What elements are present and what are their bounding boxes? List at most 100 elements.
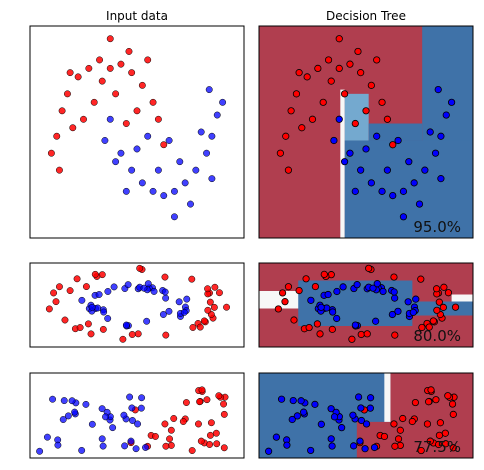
- point-red: [417, 275, 425, 283]
- point-red: [394, 435, 403, 443]
- point-blue: [340, 158, 349, 166]
- point-blue: [361, 445, 369, 453]
- point-blue: [409, 308, 417, 316]
- point-red: [287, 107, 295, 115]
- point-blue: [171, 187, 178, 195]
- point-red: [441, 429, 449, 437]
- point-blue: [421, 166, 429, 174]
- point-red: [220, 400, 228, 408]
- point-red: [311, 282, 320, 291]
- point-blue: [327, 405, 335, 413]
- point-blue: [362, 145, 370, 153]
- point-blue: [121, 442, 129, 450]
- point-blue: [104, 315, 112, 322]
- point-blue: [350, 442, 358, 450]
- region-blue-mid: [368, 123, 423, 141]
- panel-3: [29, 262, 245, 348]
- point-blue: [213, 111, 221, 119]
- point-red: [198, 386, 206, 394]
- point-blue: [329, 308, 337, 316]
- point-blue: [297, 397, 305, 405]
- point-red: [328, 325, 336, 333]
- point-red: [220, 444, 228, 452]
- point-red: [363, 330, 371, 338]
- point-red: [295, 69, 303, 77]
- accuracy-label: 77.5%: [413, 438, 461, 456]
- panel-frame: [258, 262, 474, 348]
- point-red: [444, 289, 453, 297]
- point-red: [302, 275, 310, 283]
- point-blue: [110, 283, 118, 291]
- point-red: [50, 289, 58, 297]
- point-blue: [176, 158, 184, 166]
- point-blue: [98, 435, 106, 443]
- point-red: [45, 305, 53, 313]
- point-blue: [128, 404, 136, 412]
- point-blue: [100, 308, 108, 316]
- point-red: [53, 132, 61, 140]
- panel-frame: [258, 372, 474, 459]
- point-blue: [335, 115, 343, 123]
- point-blue: [205, 86, 213, 94]
- point-blue: [165, 307, 173, 315]
- point-red: [284, 166, 293, 174]
- point-red: [167, 426, 175, 434]
- point-blue: [405, 158, 413, 166]
- point-red: [373, 56, 381, 64]
- point-red: [439, 303, 447, 311]
- point-red: [122, 120, 130, 127]
- point-red: [56, 283, 63, 291]
- point-blue: [117, 149, 125, 157]
- point-blue: [187, 200, 194, 208]
- point-blue: [128, 166, 136, 174]
- point-red: [408, 417, 416, 426]
- point-red: [134, 330, 142, 338]
- point-blue: [328, 442, 336, 450]
- point-red: [161, 420, 169, 428]
- point-red: [389, 141, 397, 149]
- point-blue: [415, 200, 424, 208]
- point-red: [55, 166, 63, 174]
- point-blue: [311, 400, 319, 408]
- point-blue: [389, 192, 397, 200]
- point-red: [61, 316, 69, 324]
- point-blue: [265, 447, 273, 455]
- point-red: [399, 414, 407, 423]
- point-red: [314, 64, 322, 73]
- point-red: [433, 306, 441, 314]
- point-blue: [78, 296, 86, 304]
- point-red: [149, 98, 157, 106]
- point-red: [76, 324, 84, 331]
- point-blue: [431, 149, 440, 157]
- point-red: [112, 90, 120, 98]
- point-blue: [356, 437, 364, 445]
- point-blue: [366, 394, 375, 402]
- panel-title: Decision Tree: [326, 9, 406, 23]
- point-blue: [333, 314, 341, 323]
- point-red: [426, 437, 434, 445]
- point-blue: [412, 295, 420, 303]
- point-blue: [378, 187, 386, 195]
- point-red: [85, 64, 93, 72]
- point-blue: [132, 445, 140, 453]
- point-red: [335, 35, 343, 43]
- point-blue: [142, 444, 149, 451]
- point-blue: [171, 213, 178, 221]
- point-blue: [98, 405, 106, 413]
- point-blue: [388, 310, 396, 319]
- point-blue: [367, 179, 375, 187]
- panel-5: [29, 372, 245, 459]
- point-red: [206, 441, 214, 448]
- point-red: [324, 56, 333, 64]
- point-red: [117, 60, 125, 68]
- panel-background: [30, 26, 244, 238]
- point-blue: [307, 446, 315, 455]
- point-red: [133, 107, 141, 115]
- point-red: [391, 331, 399, 339]
- point-red: [449, 444, 457, 452]
- point-red: [207, 419, 215, 427]
- point-blue: [437, 175, 445, 183]
- point-blue: [181, 179, 189, 187]
- point-blue: [68, 397, 76, 405]
- point-red: [213, 440, 221, 448]
